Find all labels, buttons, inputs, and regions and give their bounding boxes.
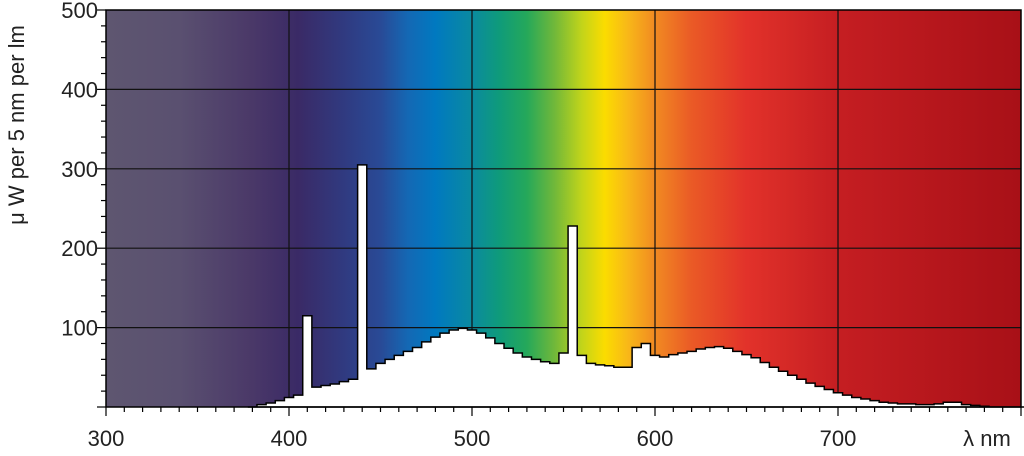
y-axis-label: μ W per 5 nm per lm bbox=[4, 25, 29, 225]
spectrum-background bbox=[106, 10, 1021, 407]
y-tick-label: 300 bbox=[61, 157, 98, 182]
x-axis-label: λ nm bbox=[963, 426, 1011, 451]
x-tick-label: 600 bbox=[637, 426, 674, 451]
y-tick-label: 200 bbox=[61, 236, 98, 261]
y-tick-label: 500 bbox=[61, 0, 98, 23]
y-axis-ticks: 100 200 300 400 500 bbox=[61, 0, 106, 408]
x-tick-label: 400 bbox=[271, 426, 308, 451]
x-tick-label: 300 bbox=[88, 426, 125, 451]
x-tick-label: 500 bbox=[454, 426, 491, 451]
x-axis-ticks: 300 400 500 600 700 bbox=[88, 407, 1022, 451]
y-tick-label: 100 bbox=[61, 316, 98, 341]
spectral-power-area bbox=[247, 164, 1024, 408]
y-tick-label: 400 bbox=[61, 77, 98, 102]
x-tick-label: 700 bbox=[820, 426, 857, 451]
grid-lines bbox=[106, 10, 1021, 407]
